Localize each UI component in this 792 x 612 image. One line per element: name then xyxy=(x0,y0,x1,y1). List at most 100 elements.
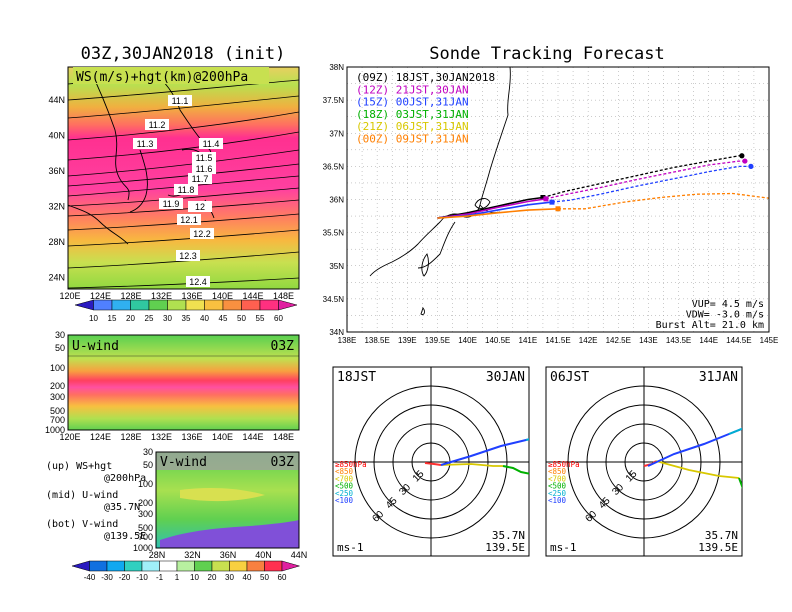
hodograph-line xyxy=(502,465,529,475)
ws-lon-label: 144E xyxy=(242,291,263,301)
panel-note: @200hPa xyxy=(104,473,146,484)
contour-label: 11.5 xyxy=(192,152,216,163)
vwind-x-labels: 28N 32N 36N 40N 44N xyxy=(149,550,308,560)
ws-colorbar-box xyxy=(204,299,224,311)
polar-legend-entry: <500 xyxy=(335,482,354,491)
x-tick-label: 139E xyxy=(398,336,417,345)
uwind-x-labels: 120E 124E 128E 132E 136E 140E 144E 148E xyxy=(59,432,294,442)
ws-colorbar-label: 60 xyxy=(274,314,283,323)
uwind-time: 03Z xyxy=(271,339,295,354)
x-tick-label: 145E xyxy=(760,336,779,345)
y-tick-label: 37.5N xyxy=(323,96,345,105)
series-endpoint xyxy=(739,153,745,159)
contour-label: 12.3 xyxy=(176,250,200,261)
y-tick-label: 34.5N xyxy=(323,295,345,304)
uwind-y-label: 100 xyxy=(50,363,65,373)
wind-colorbar-box xyxy=(176,560,195,572)
param-text: VUP= 4.5 m/s xyxy=(692,299,764,310)
tracking-legend: (09Z) 18JST,30JAN2018(12Z) 21JST,30JAN(1… xyxy=(356,71,495,146)
svg-text:11.1: 11.1 xyxy=(172,96,189,106)
series-line xyxy=(437,198,547,219)
ws-colorbar-box xyxy=(74,299,94,311)
uwind-x-label: 124E xyxy=(90,432,111,442)
vwind-y-label: 100 xyxy=(138,479,153,489)
panel-note: (mid) U-wind xyxy=(46,490,118,501)
ws-colorbar-box xyxy=(93,299,113,311)
polar-legend-entry: <700 xyxy=(335,474,354,483)
hodograph-line xyxy=(738,477,742,490)
legend-entry: (18Z) 03JST,31JAN xyxy=(356,108,469,121)
panel-note: (up) WS+hgt xyxy=(46,461,112,472)
vwind-y-label: 300 xyxy=(138,509,153,519)
ws-lon-labels: 120E 124E 128E 132E 136E 140E 144E 148E xyxy=(59,291,294,301)
wind-colorbar-label: -40 xyxy=(84,573,96,582)
uwind-x-label: 120E xyxy=(59,432,80,442)
panel-note: @35.7N xyxy=(104,502,140,513)
svg-text:12: 12 xyxy=(195,202,205,212)
polar-right-time: 06JST xyxy=(550,370,589,385)
series-line xyxy=(558,192,769,210)
ws-colorbar-label: 25 xyxy=(145,314,154,323)
polar-legend-entry: <250 xyxy=(548,489,567,498)
ws-colorbar-label: 45 xyxy=(219,314,228,323)
ws-lat-label: 32N xyxy=(48,202,65,212)
ws-colorbar-box xyxy=(241,299,261,311)
vwind-y-label: 500 xyxy=(138,523,153,533)
ws-colorbar-label: 20 xyxy=(126,314,135,323)
vwind-y-label: 1000 xyxy=(133,543,153,553)
wind-colorbar-label: 1 xyxy=(175,573,180,582)
ws-lat-label: 36N xyxy=(48,166,65,176)
ws-colorbar-box xyxy=(167,299,187,311)
uwind-x-label: 132E xyxy=(151,432,172,442)
wind-colorbar-box xyxy=(281,560,301,572)
vwind-x-label: 40N xyxy=(255,550,272,560)
wind-colorbar-box xyxy=(211,560,230,572)
y-tick-label: 35.5N xyxy=(323,229,345,238)
polar-left-date: 30JAN xyxy=(486,370,525,385)
ws-colorbar-label: 35 xyxy=(182,314,191,323)
contour-labels: 11.1 11.2 11.3 11.4 11.511.611.711.8 11.9 12 12… xyxy=(133,95,223,287)
polar-left-lon: 139.5E xyxy=(485,541,525,554)
vwind-x-label: 36N xyxy=(220,550,237,560)
svg-text:12.4: 12.4 xyxy=(189,277,207,287)
ws-colorbar-label: 50 xyxy=(237,314,246,323)
uwind-x-label: 148E xyxy=(273,432,294,442)
ws-colorbar-box xyxy=(259,299,279,311)
y-tick-label: 34N xyxy=(329,328,344,337)
wind-colorbar-label: -20 xyxy=(119,573,131,582)
ws-lat-labels: 44N 40N 36N 32N 28N 24N xyxy=(48,95,65,283)
x-tick-label: 140.5E xyxy=(485,336,510,345)
wind-colorbar-box xyxy=(106,560,125,572)
uwind-y-label: 50 xyxy=(55,343,65,353)
polar-legend-entry: <100 xyxy=(548,496,567,505)
track-series xyxy=(437,153,769,219)
series-endpoint xyxy=(748,163,754,169)
x-tick-label: 142.5E xyxy=(606,336,631,345)
y-tick-label: 35N xyxy=(329,262,344,271)
contour-label: 11.2 xyxy=(145,119,169,130)
series-marker xyxy=(555,206,561,212)
svg-text:11.6: 11.6 xyxy=(196,164,213,174)
wind-colorbar-label: -10 xyxy=(136,573,148,582)
polar-legend-entry: <500 xyxy=(548,482,567,491)
contour-label: 11.4 xyxy=(199,138,223,149)
x-tick-label: 142E xyxy=(579,336,598,345)
svg-text:12.1: 12.1 xyxy=(180,215,198,225)
series-line xyxy=(437,208,559,219)
ws-colorbar-box xyxy=(148,299,168,311)
svg-text:12.3: 12.3 xyxy=(179,251,197,261)
uwind-y-label: 200 xyxy=(50,381,65,391)
series-marker xyxy=(540,195,546,201)
uwind-y-label: 30 xyxy=(55,330,65,340)
tracking-y-labels: 34N 34.5N 35N 35.5N 36N 36.5N 37N 37.5N 38N xyxy=(323,63,345,337)
ws-map-label: WS(m/s)+hgt(km)@200hPa xyxy=(76,70,248,85)
hodograph-line xyxy=(424,462,442,466)
x-tick-label: 141.5E xyxy=(545,336,570,345)
ws-colorbar-label: 40 xyxy=(200,314,209,323)
series-marker xyxy=(549,199,555,205)
polar-left-lat: 35.7N xyxy=(492,529,525,542)
param-text: Burst Alt= 21.0 km xyxy=(656,320,764,331)
contour-label: 12.2 xyxy=(190,228,214,239)
wind-colorbar-label: 30 xyxy=(225,573,234,582)
